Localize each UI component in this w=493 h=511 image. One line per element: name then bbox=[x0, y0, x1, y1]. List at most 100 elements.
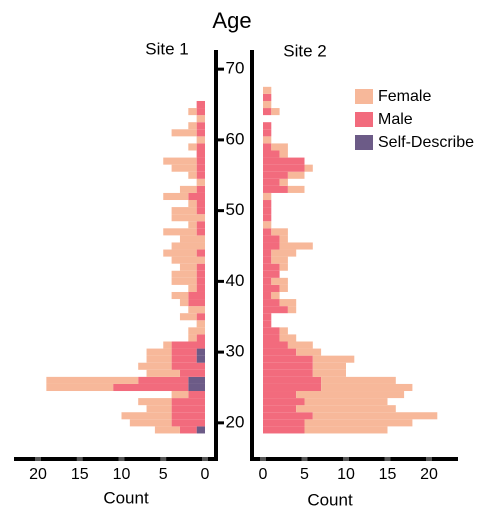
bar-segment bbox=[129, 419, 172, 427]
bar-segment bbox=[263, 376, 322, 384]
bar-segment bbox=[304, 164, 313, 172]
y-tick-label: 70 bbox=[226, 59, 245, 78]
bar-segment bbox=[196, 207, 205, 215]
bar-segment bbox=[263, 185, 288, 193]
bar-segment bbox=[287, 341, 313, 349]
bar-segment bbox=[263, 164, 305, 172]
legend-swatch bbox=[355, 135, 373, 150]
bar-segment bbox=[196, 284, 205, 292]
bar-segment bbox=[171, 214, 205, 222]
bar-segment bbox=[263, 93, 272, 101]
bar-segment bbox=[263, 341, 288, 349]
bar-segment bbox=[263, 221, 272, 229]
bar-segment bbox=[263, 426, 305, 434]
bar-segment bbox=[321, 383, 413, 392]
x-tick-label: 10 bbox=[337, 466, 355, 483]
bar-segment bbox=[171, 412, 205, 420]
bar-segment bbox=[46, 383, 114, 392]
bar-segment bbox=[188, 291, 205, 300]
bar-segment bbox=[263, 100, 272, 109]
bar-segment bbox=[271, 108, 280, 116]
bar-segment bbox=[196, 136, 205, 144]
bar-segment bbox=[196, 200, 205, 208]
x-tick-label: 0 bbox=[259, 466, 268, 483]
bar-segment bbox=[171, 277, 197, 285]
bar-segment bbox=[279, 235, 288, 243]
bar-segment bbox=[188, 383, 205, 392]
x-tick-label: 15 bbox=[71, 466, 89, 483]
bar-segment bbox=[146, 405, 172, 413]
bar-segment bbox=[263, 192, 272, 201]
bar-segment bbox=[263, 270, 280, 278]
bar-segment bbox=[196, 228, 205, 236]
bar-segment bbox=[296, 405, 396, 413]
x-tick-label: 15 bbox=[379, 466, 397, 483]
bar-segment bbox=[138, 362, 172, 370]
bar-segment bbox=[304, 426, 388, 434]
bar-segment bbox=[263, 150, 280, 158]
bar-segment bbox=[263, 214, 272, 222]
bar-segment bbox=[196, 150, 205, 158]
bar-segment bbox=[263, 398, 305, 406]
bar-segment bbox=[171, 256, 205, 264]
site1-title: Site 1 bbox=[145, 39, 188, 58]
bar-segment bbox=[196, 355, 205, 363]
bar-segment bbox=[279, 150, 288, 158]
y-tick-label: 50 bbox=[226, 200, 245, 219]
bar-segment bbox=[188, 334, 197, 342]
bar-segment bbox=[263, 263, 280, 271]
bar-segment bbox=[171, 419, 205, 427]
x-axis-label: Count bbox=[307, 490, 353, 509]
bar-segment bbox=[263, 334, 280, 342]
bar-segment bbox=[196, 129, 205, 137]
bar-segment bbox=[312, 369, 346, 377]
bar-segment bbox=[263, 405, 297, 413]
bar-segment bbox=[171, 398, 205, 406]
y-tick-label: 20 bbox=[226, 412, 245, 431]
bar-segment bbox=[154, 426, 180, 434]
bar-segment bbox=[179, 299, 189, 307]
bar-segment bbox=[196, 122, 205, 130]
bar-segment bbox=[271, 143, 288, 151]
bar-segment bbox=[263, 235, 280, 243]
bar-segment bbox=[296, 391, 405, 399]
bar-segment bbox=[279, 284, 288, 292]
bar-segment bbox=[171, 129, 197, 137]
bar-segment bbox=[196, 143, 205, 151]
bar-segment bbox=[271, 249, 297, 257]
bar-segment bbox=[304, 398, 388, 406]
bar-segment bbox=[171, 164, 197, 172]
bar-segment bbox=[46, 376, 139, 384]
bar-segment bbox=[171, 207, 197, 215]
bar-segment bbox=[263, 122, 272, 130]
bar-segment bbox=[196, 334, 205, 342]
x-tick-label: 20 bbox=[420, 466, 438, 483]
y-tick-label: 40 bbox=[226, 271, 245, 290]
bar-segment bbox=[188, 306, 205, 314]
bar-segment bbox=[188, 376, 205, 384]
bar-segment bbox=[263, 362, 313, 370]
bar-segment bbox=[263, 299, 280, 307]
bar-segment bbox=[196, 100, 205, 109]
bar-segment bbox=[196, 221, 205, 229]
bar-segment bbox=[263, 320, 272, 328]
bar-segment bbox=[179, 263, 197, 271]
bar-segment bbox=[163, 249, 197, 257]
bar-segment bbox=[287, 185, 305, 193]
bar-segment bbox=[171, 242, 205, 250]
y-tick-label: 60 bbox=[226, 129, 245, 148]
bar-segment bbox=[113, 383, 189, 392]
bar-segment bbox=[138, 376, 189, 384]
bar-segment bbox=[179, 313, 197, 321]
legend-label: Self-Describe bbox=[378, 134, 474, 151]
x-tick-label: 0 bbox=[201, 466, 210, 483]
bar-segment bbox=[271, 228, 288, 236]
bar-segment bbox=[188, 200, 197, 208]
bar-segment bbox=[179, 426, 197, 434]
bar-segment bbox=[171, 355, 197, 363]
bar-segment bbox=[163, 157, 197, 165]
bar-segment bbox=[146, 355, 172, 363]
bar-segment bbox=[196, 426, 205, 434]
bar-segment bbox=[138, 398, 172, 406]
